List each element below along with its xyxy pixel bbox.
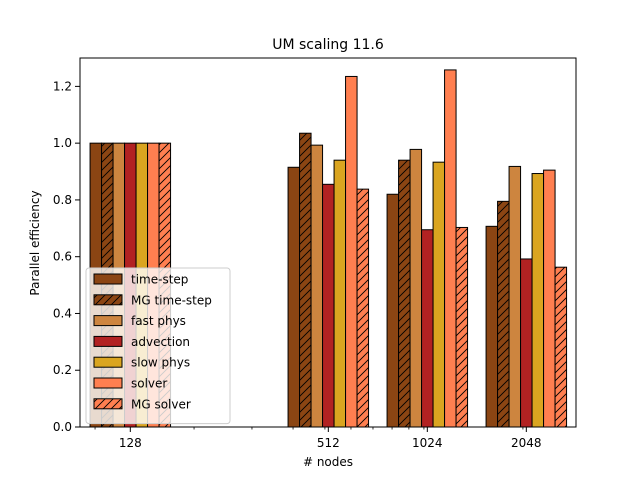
bar-advection-1024 xyxy=(421,229,434,428)
x-tick-label: 512 xyxy=(317,436,340,450)
y-tick-label: 1.2 xyxy=(53,79,72,93)
bar-hatch xyxy=(299,133,312,427)
y-tick-label: 1.0 xyxy=(53,136,72,150)
legend-swatch-hatch xyxy=(94,294,122,305)
chart-title: UM scaling 11.6 xyxy=(272,37,384,53)
x-tick-label: 2048 xyxy=(511,436,542,450)
x-axis-label: # nodes xyxy=(303,455,353,469)
x-tick-label: 128 xyxy=(119,436,142,450)
bar-time-step-512 xyxy=(287,166,301,428)
legend-label: fast phys xyxy=(131,314,186,328)
bar-advection-2048 xyxy=(520,258,533,428)
legend-label: slow phys xyxy=(131,356,190,370)
bar-fast-phys-512 xyxy=(310,144,324,428)
y-axis: 0.0 0.2 0.4 0.6 0.8 1.0 1.2 xyxy=(53,79,80,434)
bar-hatch xyxy=(357,189,369,427)
y-tick-label: 0.8 xyxy=(53,193,72,207)
bar-hatch xyxy=(398,160,411,427)
legend-swatch xyxy=(93,335,123,347)
legend-swatch xyxy=(93,273,123,285)
y-tick-label: 0.0 xyxy=(53,420,72,434)
bar-slow-phys-512 xyxy=(333,159,347,428)
legend-swatch xyxy=(93,356,123,368)
x-tick-label: 1024 xyxy=(412,436,443,450)
legend: time-step MG time-step fast phys advection s… xyxy=(85,267,231,425)
legend-swatch xyxy=(93,377,123,389)
x-axis: 128 512 1024 2048 xyxy=(94,427,542,450)
bar-slow-phys-1024 xyxy=(432,161,446,428)
bar-time-step-1024 xyxy=(386,193,400,428)
bar-slow-phys-2048 xyxy=(531,173,545,428)
y-axis-label: Parallel efficiency xyxy=(28,190,42,295)
bar-solver-512 xyxy=(345,75,358,428)
bar-advection-512 xyxy=(322,183,335,428)
bar-solver-1024 xyxy=(444,69,457,428)
legend-label: time-step xyxy=(131,273,188,287)
bar-hatch xyxy=(456,227,468,427)
bar-time-step-2048 xyxy=(485,225,499,428)
bar-fast-phys-1024 xyxy=(409,148,423,428)
bar-solver-2048 xyxy=(543,169,556,428)
legend-label: solver xyxy=(131,377,167,391)
bar-hatch xyxy=(555,267,567,427)
legend-label: MG time-step xyxy=(131,293,212,307)
y-tick-label: 0.4 xyxy=(53,306,72,320)
legend-label: advection xyxy=(131,335,190,349)
legend-label: MG solver xyxy=(131,397,191,411)
y-tick-label: 0.6 xyxy=(53,250,72,264)
y-tick-label: 0.2 xyxy=(53,363,72,377)
legend-swatch xyxy=(93,315,123,327)
legend-swatch-hatch xyxy=(94,398,122,409)
bar-fast-phys-2048 xyxy=(508,165,522,428)
bar-hatch xyxy=(497,201,510,427)
